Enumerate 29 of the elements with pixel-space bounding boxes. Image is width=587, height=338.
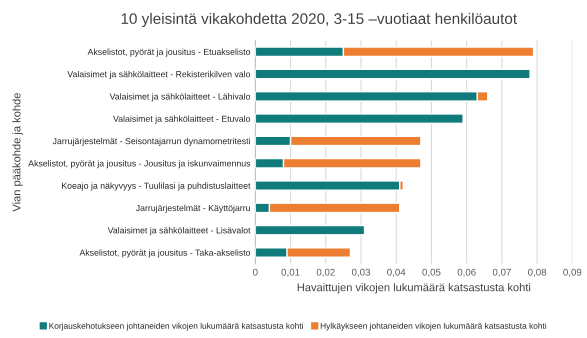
x-tick-label: 0,07 xyxy=(492,268,511,277)
y-tick-label: Akselistot, pyörät ja jousitus - Jousitus ja iskunvaimennus xyxy=(28,160,250,168)
x-axis-title: Havaittujen vikojen lukumäärä katsastusta kohti xyxy=(298,283,530,294)
x-tick-label: 0,05 xyxy=(422,268,440,277)
y-tick-label: Jarrujärjestelmät - Käyttöjarru xyxy=(136,204,250,213)
y-tick-label: Akselistot, pyörät ja jousitus - Taka-akselisto xyxy=(79,249,250,258)
y-axis-title: Vian pääkohde ja kohde xyxy=(12,93,23,212)
y-tick-label: Akselistot, pyörät ja jousitus - Etuakselisto xyxy=(88,48,250,57)
y-tick-label: Valaisimet ja sähkölaitteet - Lisävalot xyxy=(108,227,250,236)
y-tick-label: Jarrujärjestelmät - Seisontajarrun dynamometritesti xyxy=(52,138,250,146)
bar xyxy=(255,224,366,236)
legend-label: Korjauskehotukseen johtaneiden vikojen lukumäärä katsastusta kohti xyxy=(49,322,303,330)
x-tick-label: 0,08 xyxy=(528,268,546,277)
y-tick-label: Valaisimet ja sähkölaitteet - Etuvalo xyxy=(113,115,250,124)
y-tick-label: Valaisimet ja sähkölaitteet - Rekisterikilven valo xyxy=(67,70,250,80)
x-tick-label: 0,09 xyxy=(563,268,582,277)
legend-label: Hylkäykseen johtaneiden vikojen lukumäärä katsastusta kohti xyxy=(320,322,546,330)
bar xyxy=(255,68,531,80)
y-tick-label: Valaisimet ja sähkölaitteet - Lähivalo xyxy=(110,93,250,102)
x-tick-label: 0 xyxy=(253,268,258,276)
bar xyxy=(255,113,464,124)
chart-title: 10 yleisintä vikakohdetta 2020, 3-15 –vuotiaat henkilöautot xyxy=(122,12,517,28)
x-tick-label: 0,01 xyxy=(281,268,300,277)
y-tick-label: Koeajo ja näkyvyys - Tuulilasi ja puhdistuslaitteet xyxy=(62,182,250,191)
bar xyxy=(255,180,400,191)
x-tick-label: 0,04 xyxy=(387,268,406,277)
x-tick-label: 0,02 xyxy=(316,268,335,277)
x-tick-label: 0,06 xyxy=(458,268,476,277)
x-tick-label: 0,03 xyxy=(352,268,370,277)
